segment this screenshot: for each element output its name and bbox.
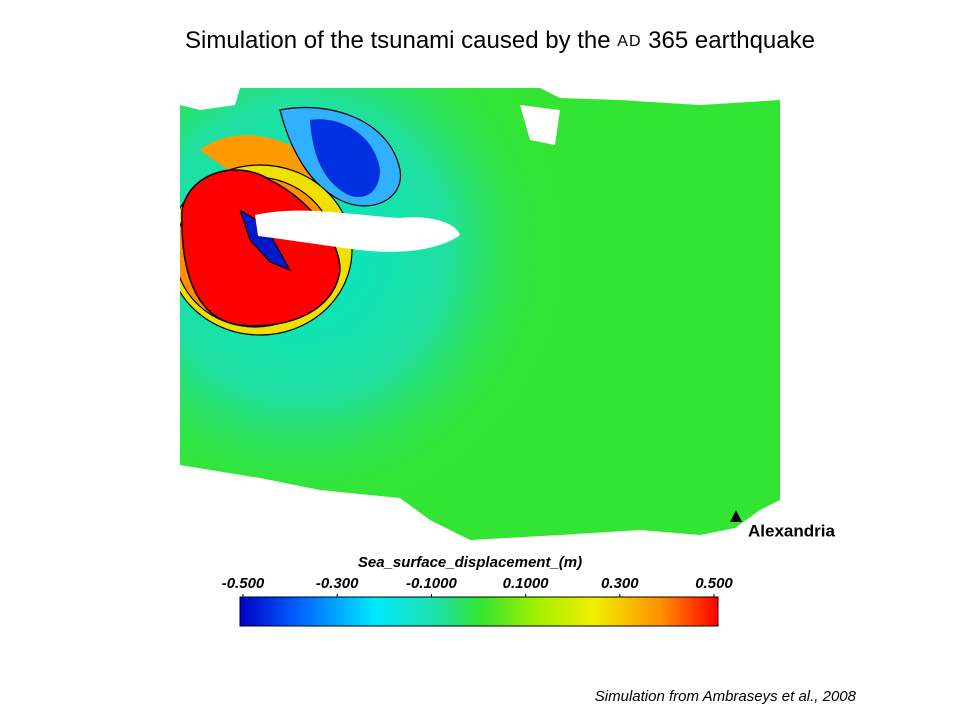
location-marker [730,510,742,522]
colorbar-tick-label: -0.500 [222,575,265,592]
colorbar-tick-label: -0.1000 [406,575,458,592]
colorbar-tick-label: 0.300 [601,575,639,592]
slide-title: Simulation of the tsunami caused by the … [185,27,815,54]
simulation-map [180,88,780,625]
caption: Simulation from Ambraseys et al., 2008 [595,688,857,705]
title-era: AD [617,33,641,50]
location-label: Alexandria [748,521,835,540]
colorbar-title: Sea_surface_displacement_(m) [358,554,582,571]
colorbar-ticks: -0.500 -0.300 -0.1000 0.1000 0.300 0.500 [222,575,733,597]
colorbar-tick-label: -0.300 [316,575,359,592]
title-text: Simulation of the tsunami caused by the [185,27,611,54]
colorbar-tick-label: 0.1000 [503,575,550,592]
title-text: 365 earthquake [648,27,815,54]
colorbar [239,596,719,627]
colorbar-tick-label: 0.500 [695,575,733,592]
